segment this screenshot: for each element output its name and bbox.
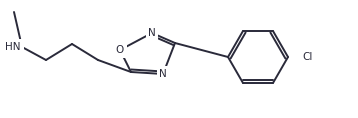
Text: O: O (116, 45, 124, 55)
Text: N: N (148, 28, 156, 38)
Text: HN: HN (5, 42, 21, 52)
Text: Cl: Cl (302, 52, 313, 62)
Text: N: N (159, 69, 167, 79)
